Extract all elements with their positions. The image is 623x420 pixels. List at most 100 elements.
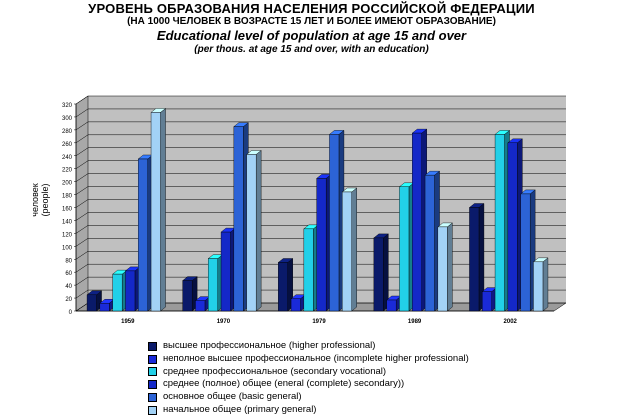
y-tick-label: 160 (62, 207, 73, 213)
gridline-depth (75, 212, 89, 221)
bar-side (542, 257, 549, 312)
y-tick-label: 40 (65, 284, 72, 290)
bar (482, 291, 492, 312)
bar (469, 207, 480, 312)
bar (386, 299, 397, 312)
bar (303, 228, 314, 312)
legend-label: начальное общее (primary general) (163, 403, 317, 415)
gridline-depth (75, 263, 89, 273)
chart-title-ru: УРОВЕНЬ ОБРАЗОВАНИЯ НАСЕЛЕНИЯ РОССИЙСКОЙ… (88, 1, 535, 16)
x-tick-label: 2002 (504, 319, 518, 325)
bar (399, 186, 410, 312)
gridline-depth (75, 147, 89, 156)
bar (182, 280, 193, 312)
legend-item: основное общее (basic general) (148, 391, 469, 404)
legend-swatch (148, 380, 157, 390)
legend-swatch (148, 341, 157, 351)
bar (86, 294, 97, 312)
y-tick-label: 240 (62, 155, 73, 161)
y-tick-label: 0 (69, 310, 73, 316)
y-tick-label: 320 (62, 103, 73, 109)
bar (316, 178, 327, 312)
legend-swatch (148, 393, 157, 403)
bar (329, 134, 340, 312)
bar (507, 142, 518, 312)
legend-label: среднее профессиональное (secondary voca… (163, 365, 387, 377)
bar (112, 273, 123, 312)
bar-side (351, 187, 357, 312)
legend-label: высшее профессиональное (higher professi… (163, 340, 376, 351)
chart-subtitle-ru: (НА 1000 ЧЕЛОВЕК В ВОЗРАСТЕ 15 ЛЕТ И БОЛ… (127, 16, 496, 27)
gridline-depth (75, 276, 89, 286)
bar (533, 261, 544, 312)
legend-swatch (148, 367, 157, 377)
gridline-depth (75, 302, 89, 312)
bar (437, 226, 448, 312)
y-tick-label: 180 (62, 194, 73, 200)
bar (342, 191, 352, 312)
gridline-depth (75, 95, 89, 105)
legend-item: среднее (полное) общее (eneral (complete… (148, 378, 469, 391)
gridline-depth (75, 251, 89, 260)
gridline-depth (75, 173, 89, 182)
gridline-depth (75, 160, 89, 169)
y-tick-label: 200 (62, 181, 73, 187)
legend-item: среднее профессиональное (secondary voca… (148, 366, 469, 379)
bar (373, 237, 384, 312)
bar (125, 270, 136, 312)
legend-label: среднее (полное) общее (eneral (complete… (163, 378, 405, 390)
titles: УРОВЕНЬ ОБРАЗОВАНИЯ НАСЕЛЕНИЯ РОССИЙСКОЙ… (0, 2, 623, 56)
y-tick-label: 280 (62, 129, 73, 135)
bar (220, 231, 231, 312)
x-tick-label: 1970 (217, 319, 231, 325)
bar (195, 300, 206, 312)
y-tick-label: 100 (62, 245, 73, 251)
legend-label: основное общее (basic general) (163, 391, 302, 403)
bar-side (447, 222, 453, 312)
bar (494, 134, 505, 312)
y-tick-label: 300 (62, 116, 73, 122)
x-tick-label: 1989 (408, 319, 422, 325)
legend: высшее профессиональное (higher professi… (148, 340, 469, 417)
bar (278, 262, 288, 312)
legend-swatch (148, 405, 157, 415)
legend-label: неполное высшее профессиональное (incomp… (163, 352, 469, 364)
y-tick-label: 120 (62, 232, 73, 238)
x-tick-label: 1979 (312, 319, 326, 325)
bar (246, 154, 257, 312)
gridline-depth (75, 199, 89, 208)
gridline-depth (75, 186, 89, 195)
x-tick-label: 1959 (121, 319, 135, 325)
gridline-depth (75, 289, 89, 299)
bar (290, 298, 301, 312)
y-tick-label: 20 (65, 297, 72, 303)
gridline-depth (75, 238, 89, 247)
bar (99, 303, 110, 312)
y-tick-label: 80 (65, 258, 72, 264)
y-axis-label-en: (people) (40, 183, 50, 216)
chart-title-en: Educational level of population at age 1… (156, 28, 467, 43)
bar (150, 112, 161, 312)
legend-item: неполное высшее профессиональное (incomp… (148, 353, 469, 366)
y-tick-label: 220 (62, 168, 73, 174)
bar (233, 126, 244, 312)
bar (424, 174, 435, 312)
bar-side (255, 150, 262, 312)
bar-side (160, 107, 166, 312)
chart-subtitle-en: (per thous. at age 15 and over, with an … (194, 44, 429, 55)
bar (412, 132, 422, 312)
gridline-depth (75, 134, 89, 144)
y-tick-label: 140 (62, 219, 73, 225)
y-tick-label: 260 (62, 142, 73, 148)
bar (520, 193, 531, 312)
gridline-depth (75, 121, 89, 131)
y-tick-label: 60 (65, 271, 72, 277)
legend-item: начальное общее (primary general) (148, 404, 469, 417)
legend-swatch (148, 354, 157, 364)
bar (208, 258, 218, 312)
gridline-depth (75, 225, 89, 234)
bar (138, 158, 148, 312)
gridline-depth (75, 108, 89, 118)
y-axis-label: человек (30, 183, 40, 216)
